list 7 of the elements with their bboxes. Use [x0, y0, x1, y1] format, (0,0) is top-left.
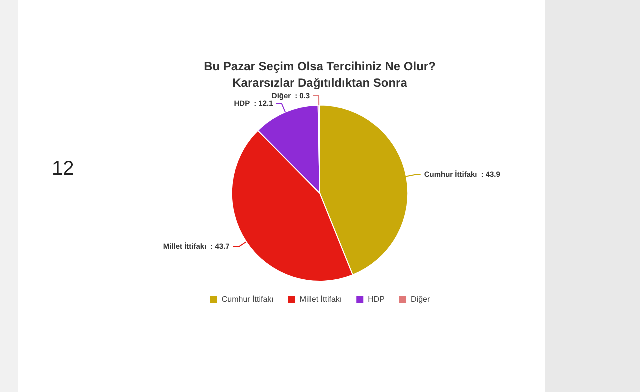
legend-label: Cumhur İttifakı [222, 295, 274, 304]
chart-subtitle: Kararsızlar Dağıtıldıktan Sonra [232, 76, 408, 90]
legend-label: Millet İttifakı [300, 295, 342, 304]
chart-title: Bu Pazar Seçim Olsa Tercihiniz Ne Olur? [204, 60, 436, 74]
legend-label: Diğer [411, 295, 430, 304]
legend-label: HDP [368, 295, 386, 304]
text: 12 [52, 158, 74, 181]
